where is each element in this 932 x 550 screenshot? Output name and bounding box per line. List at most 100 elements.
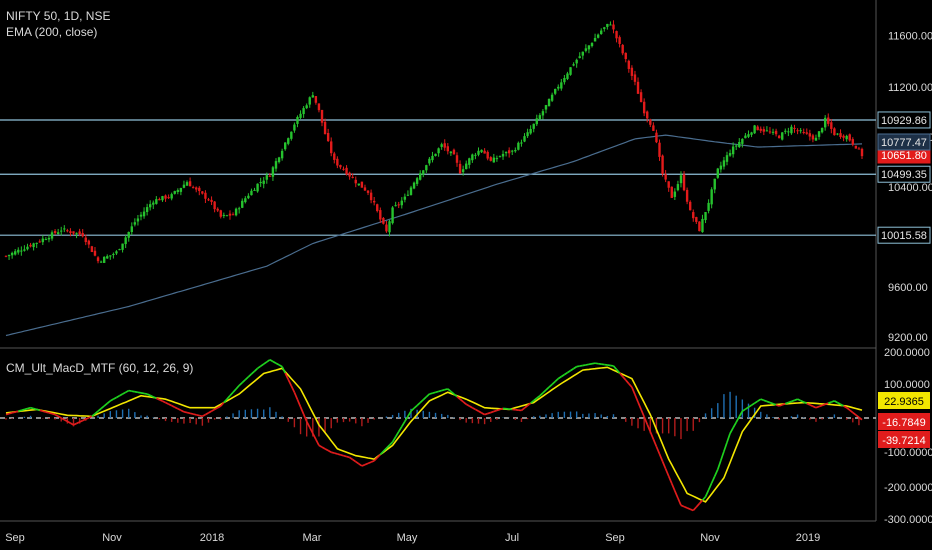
macd-line-segment <box>833 400 838 404</box>
macd-line-segment <box>674 490 679 499</box>
candle-body <box>388 221 391 233</box>
candle-body <box>544 105 548 110</box>
candle-body <box>63 228 66 230</box>
candle-body <box>10 252 14 256</box>
macd-line-segment <box>278 364 283 368</box>
macd-line-segment <box>214 406 219 411</box>
candle-body <box>302 108 305 115</box>
candle-body <box>713 178 716 190</box>
macd-line-segment <box>100 405 105 410</box>
macd-line-segment <box>266 359 271 363</box>
candle-body <box>35 242 38 244</box>
candle-body <box>225 215 229 217</box>
macd-line-segment <box>247 373 253 378</box>
candle-body <box>710 189 713 205</box>
candle-body <box>158 198 161 201</box>
candle-body <box>351 176 354 178</box>
candle-body <box>630 67 634 76</box>
macd-line-segment <box>760 398 765 402</box>
macd-line-segment <box>272 360 277 364</box>
macd-line-segment <box>744 406 749 410</box>
price-label-ema: 10777.47 <box>881 137 927 149</box>
candle-body <box>532 123 535 129</box>
macd-line-segment <box>649 431 655 440</box>
macd-line-segment <box>18 409 22 412</box>
candle-body <box>790 126 793 134</box>
macd-line-segment <box>45 411 50 414</box>
symbol-legend[interactable]: NIFTY 50, 1D, NSE EMA (200, close) <box>6 8 110 40</box>
candle-body <box>118 249 121 251</box>
macd-line-segment <box>447 388 452 393</box>
macd-line-segment <box>397 426 403 433</box>
candle-body <box>581 51 585 56</box>
candle-body <box>271 167 275 177</box>
macd-line-segment <box>664 468 670 477</box>
macd-line-segment <box>116 394 120 399</box>
candle-body <box>676 184 680 191</box>
ema-legend: EMA (200, close) <box>6 25 98 39</box>
candle-body <box>471 154 474 161</box>
macd-line-segment <box>385 444 391 449</box>
candle-body <box>320 109 324 123</box>
time-tick-label: 2019 <box>796 532 820 544</box>
candle-body <box>47 237 51 240</box>
macd-legend[interactable]: CM_Ult_MacD_MTF (60, 12, 26, 9) <box>6 360 193 376</box>
macd-value-hist: -39.7214 <box>882 435 925 447</box>
candle-body <box>848 134 851 141</box>
candle-body <box>213 201 216 210</box>
macd-line-segment <box>772 402 777 406</box>
candle-body <box>514 150 517 152</box>
candle-body <box>99 261 103 263</box>
candle-body <box>188 181 192 187</box>
price-label-box <box>877 165 931 183</box>
macd-line-segment <box>710 475 716 484</box>
candle-body <box>501 153 505 157</box>
macd-line-segment <box>748 404 753 408</box>
symbol-title: NIFTY 50, 1D, NSE <box>6 9 111 23</box>
candle-body <box>784 130 787 132</box>
candle-body <box>164 195 167 199</box>
candle-body <box>201 191 204 194</box>
macd-line-segment <box>281 366 286 374</box>
macd-value-box <box>878 431 930 448</box>
candle-body <box>452 149 456 155</box>
candle-body <box>465 163 468 170</box>
macd-line-segment <box>131 390 136 393</box>
candle-body <box>333 153 336 160</box>
candle-body <box>391 207 394 224</box>
macd-line-segment <box>33 407 37 411</box>
macd-line-segment <box>441 388 445 392</box>
candle-body <box>738 142 741 147</box>
candle-body <box>753 125 756 134</box>
candle-body <box>814 137 818 141</box>
candle-body <box>102 256 106 263</box>
macd-line-segment <box>162 400 166 404</box>
macd-line-segment <box>330 451 335 454</box>
candle-body <box>26 246 29 250</box>
candle-body <box>639 92 643 103</box>
candle-body <box>121 243 124 250</box>
candle-body <box>600 30 603 35</box>
candle-body <box>716 168 719 178</box>
macd-line-segment <box>189 412 194 415</box>
macd-line-segment <box>340 454 344 457</box>
candle-body <box>403 196 407 200</box>
candle-body <box>90 246 94 252</box>
macd-line-segment <box>655 446 661 455</box>
candle-body <box>44 239 48 241</box>
candle-body <box>692 212 695 219</box>
macd-line-segment <box>30 406 34 410</box>
macd-line-segment <box>220 402 225 407</box>
axes: 11600.0011200.0010800.0010400.009600.009… <box>5 31 932 545</box>
macd-line-segment <box>180 409 185 413</box>
macd-line-segment <box>370 460 375 463</box>
candle-body <box>369 192 373 201</box>
macd-line-segment <box>695 503 701 508</box>
macd-line-segment <box>570 367 575 372</box>
macd-line-segment <box>450 390 455 395</box>
candle-body <box>529 128 532 134</box>
macd-line-segment <box>260 363 265 367</box>
candle-body <box>584 48 588 51</box>
